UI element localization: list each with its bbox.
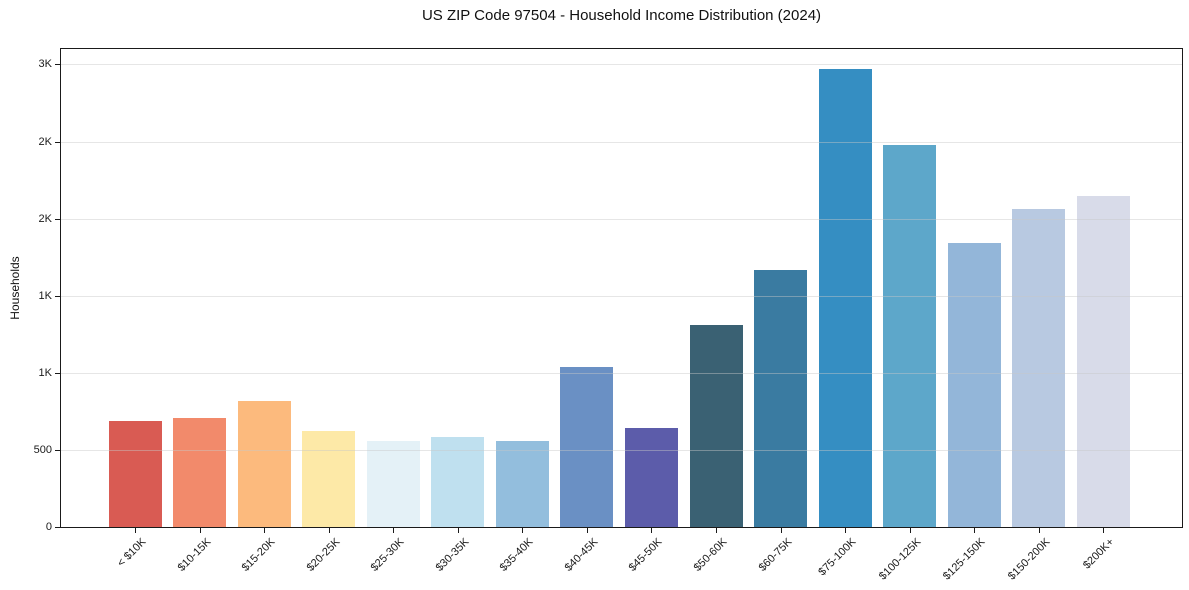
bar-$60-75K <box>754 269 808 527</box>
bar-$30-35K <box>431 436 485 527</box>
x-tick-label: $100-125K <box>876 536 924 583</box>
y-tick-mark <box>55 218 60 220</box>
x-tick-mark <box>199 528 201 533</box>
x-tick-mark <box>845 528 847 533</box>
x-tick-label: $60-75K <box>756 536 795 574</box>
y-tick-label: 1K <box>38 366 52 379</box>
y-tick-label: 0 <box>45 521 52 533</box>
x-tick-label: < $10K <box>115 536 149 570</box>
y-tick-label: 3K <box>38 58 52 71</box>
x-tick-label: $40-45K <box>562 536 601 574</box>
x-tick-mark <box>1103 528 1105 533</box>
bar-$50-60K <box>689 325 743 527</box>
y-tick-label: 2K <box>38 135 52 148</box>
x-tick-mark <box>1038 528 1040 533</box>
x-tick-label: $10-15K <box>175 536 214 574</box>
x-tick-label: $75-100K <box>816 536 859 579</box>
chart-title: US ZIP Code 97504 - Household Income Dis… <box>421 7 822 24</box>
bar-$35-40K <box>495 441 549 527</box>
y-tick-label: 1K <box>38 289 52 302</box>
x-tick-mark <box>909 528 911 533</box>
bar-$150-200K <box>1012 208 1066 527</box>
y-tick-mark <box>55 141 60 143</box>
bar-$45-50K <box>624 428 678 527</box>
y-tick-mark <box>55 64 60 66</box>
bar-$125-150K <box>947 242 1001 527</box>
bar-$200K+ <box>1076 196 1130 527</box>
bar-$100-125K <box>883 145 937 527</box>
bar-$40-45K <box>560 366 614 527</box>
y-axis-label: Households <box>8 256 22 320</box>
x-tick-label: $30-35K <box>433 536 472 574</box>
x-tick-mark <box>780 528 782 533</box>
x-tick-label: $50-60K <box>691 536 730 574</box>
bar-$20-25K <box>302 430 356 527</box>
x-tick-mark <box>522 528 524 533</box>
y-tick-mark <box>55 372 60 374</box>
x-tick-mark <box>135 528 136 533</box>
x-tick-mark <box>328 528 330 533</box>
x-tick-label: $20-25K <box>304 536 343 574</box>
x-tick-label: $150-200K <box>1005 536 1053 583</box>
x-tick-mark <box>586 528 588 533</box>
bar-$75-100K <box>818 69 872 527</box>
bars-layer <box>61 49 1182 527</box>
x-tick-mark <box>457 528 459 533</box>
x-tick-mark <box>974 528 976 533</box>
x-tick-mark <box>716 528 718 533</box>
y-tick-mark <box>55 295 60 297</box>
x-tick-label: $25-30K <box>368 536 407 574</box>
bar-$15-20K <box>237 401 291 527</box>
x-tick-mark <box>651 528 653 533</box>
x-tick-label: $15-20K <box>239 536 278 574</box>
bar-< $10K <box>108 420 162 527</box>
x-tick-mark <box>393 528 395 533</box>
bar-$25-30K <box>366 441 420 527</box>
y-tick-label: 2K <box>38 212 52 225</box>
y-tick-mark <box>55 449 60 451</box>
x-tick-label: $45-50K <box>627 536 665 574</box>
x-tick-label: $125-150K <box>941 536 988 583</box>
plot-area <box>60 48 1183 528</box>
x-tick-label: $200K+ <box>1081 536 1117 572</box>
x-tick-label: $35-40K <box>497 536 536 574</box>
y-tick-label: 500 <box>33 443 52 456</box>
x-tick-mark <box>264 528 266 533</box>
bar-$10-15K <box>173 417 227 527</box>
y-tick-mark <box>55 527 60 528</box>
